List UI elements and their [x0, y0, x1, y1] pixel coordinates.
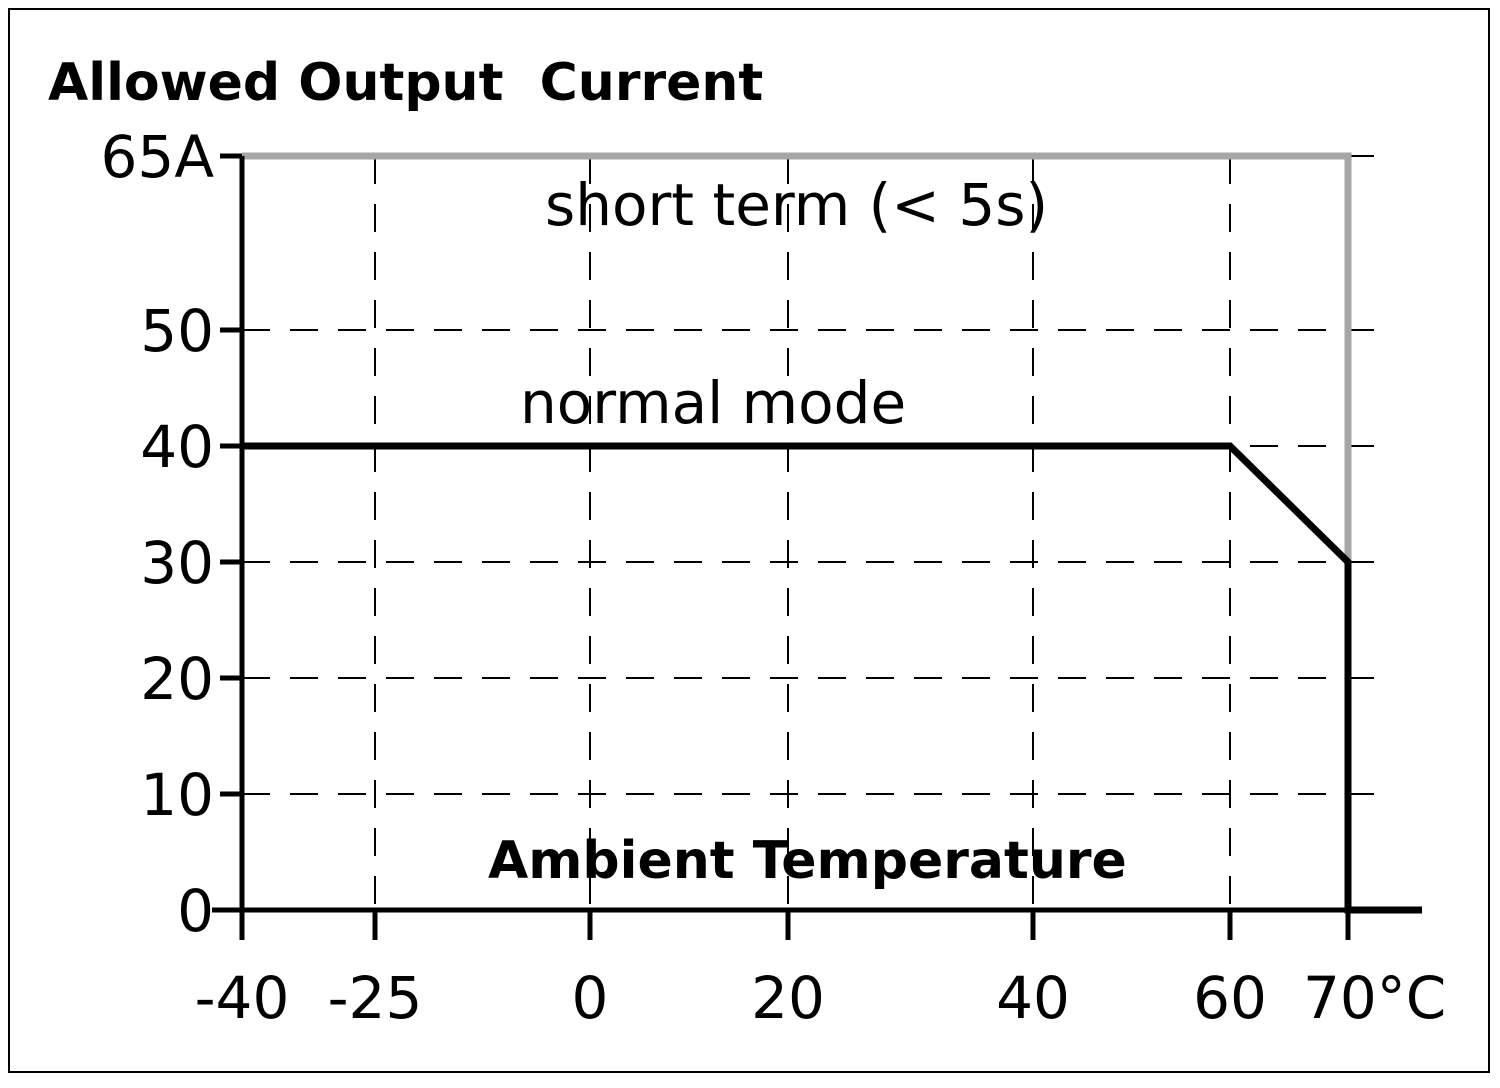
y-tick-label-20: 20 — [140, 645, 214, 713]
series-line-short-term — [242, 152, 1352, 562]
x-axis-label: Ambient Temperature — [488, 831, 1127, 891]
series-label-normal-mode: normal mode — [520, 369, 906, 437]
y-tick-label-65: 65A — [101, 123, 215, 191]
series-layer — [242, 152, 1422, 914]
y-tick-label-30: 30 — [140, 529, 214, 597]
y-tick-label-10: 10 — [140, 761, 214, 829]
x-tick-label-0: 0 — [572, 964, 609, 1032]
y-tick-label-50: 50 — [140, 297, 214, 365]
axes — [212, 153, 1351, 940]
chart-border — [8, 8, 1490, 1073]
series-label-short-term: short term (< 5s) — [545, 171, 1048, 239]
tick-labels: 0 10 20 30 40 50 65A -40 -25 0 20 40 60 70°C — [101, 123, 1447, 1032]
chart-title: Allowed Output Current — [48, 53, 763, 113]
y-tick-label-40: 40 — [140, 413, 214, 481]
series-line-normal-mode — [242, 442, 1422, 914]
x-tick-label--25: -25 — [328, 964, 423, 1032]
x-tick-label-60: 60 — [1193, 964, 1267, 1032]
y-tick-label-0: 0 — [177, 877, 214, 945]
x-tick-label-70: 70°C — [1303, 964, 1446, 1032]
x-tick-label-20: 20 — [751, 964, 825, 1032]
x-tick-label-40: 40 — [996, 964, 1070, 1032]
x-tick-label--40: -40 — [195, 964, 290, 1032]
